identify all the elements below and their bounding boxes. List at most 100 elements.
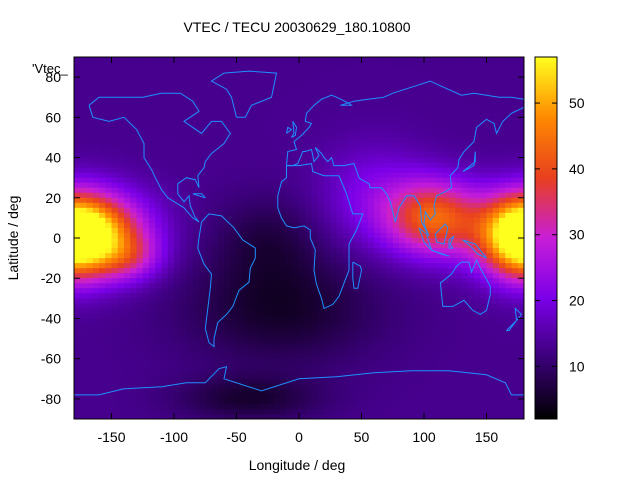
- heatmap-cell: [211, 197, 219, 204]
- heatmap-cell: [155, 358, 163, 365]
- heatmap-cell: [186, 243, 194, 249]
- heatmap-cell: [242, 67, 250, 73]
- heatmap-cell: [105, 197, 113, 204]
- heatmap-cell: [430, 162, 438, 169]
- heatmap-cell: [124, 318, 131, 325]
- heatmap-cell: [480, 273, 488, 279]
- heatmap-cell: [349, 107, 356, 113]
- heatmap-cell: [492, 172, 500, 179]
- heatmap-cell: [386, 202, 394, 209]
- heatmap-cell: [417, 227, 425, 234]
- heatmap-cell: [242, 77, 250, 83]
- heatmap-cell: [286, 288, 294, 294]
- heatmap-cell: [442, 333, 450, 340]
- heatmap-cell: [124, 182, 131, 189]
- heatmap-cell: [136, 258, 144, 264]
- heatmap-cell: [517, 132, 524, 139]
- heatmap-cell: [261, 308, 269, 315]
- heatmap-cell: [517, 212, 524, 219]
- heatmap-cell: [124, 62, 131, 68]
- heatmap-cell: [411, 222, 419, 229]
- heatmap-cell: [111, 92, 119, 98]
- heatmap-cell: [511, 293, 519, 299]
- heatmap-cell: [380, 122, 388, 128]
- heatmap-cell: [330, 368, 338, 375]
- heatmap-cell: [417, 167, 425, 174]
- heatmap-cell: [324, 227, 331, 234]
- heatmap-cell: [80, 192, 88, 199]
- heatmap-cell: [155, 167, 163, 174]
- heatmap-cell: [299, 122, 306, 128]
- heatmap-cell: [105, 177, 113, 184]
- heatmap-cell: [336, 288, 344, 294]
- heatmap-cell: [511, 192, 519, 199]
- heatmap-cell: [424, 62, 431, 68]
- heatmap-cell: [92, 363, 100, 370]
- heatmap-cell: [99, 132, 106, 139]
- heatmap-cell: [236, 157, 244, 164]
- heatmap-cell: [417, 152, 425, 159]
- heatmap-cell: [130, 192, 138, 199]
- heatmap-cell: [399, 107, 406, 113]
- heatmap-cell: [411, 137, 419, 144]
- heatmap-cell: [167, 373, 175, 380]
- heatmap-cell: [167, 107, 175, 113]
- heatmap-cell: [411, 152, 419, 159]
- heatmap-cell: [336, 117, 344, 123]
- heatmap-cell: [117, 207, 125, 214]
- heatmap-cell: [449, 107, 456, 113]
- heatmap-cell: [136, 333, 144, 340]
- heatmap-cell: [386, 177, 394, 184]
- heatmap-cell: [267, 157, 275, 164]
- heatmap-cell: [80, 333, 88, 340]
- heatmap-cell: [380, 303, 388, 309]
- heatmap-cell: [124, 358, 131, 365]
- heatmap-cell: [161, 248, 169, 254]
- heatmap-cell: [336, 358, 344, 365]
- heatmap-cell: [267, 368, 275, 375]
- heatmap-cell: [467, 72, 475, 78]
- heatmap-cell: [199, 273, 206, 279]
- heatmap-cell: [417, 348, 425, 355]
- heatmap-cell: [211, 97, 219, 103]
- heatmap-cell: [142, 343, 150, 350]
- heatmap-cell: [330, 283, 338, 289]
- heatmap-cell: [436, 238, 444, 244]
- heatmap-cell: [155, 187, 163, 194]
- heatmap-cell: [411, 227, 419, 234]
- heatmap-cell: [311, 288, 319, 294]
- heatmap-cell: [174, 82, 181, 88]
- heatmap-cell: [499, 343, 506, 350]
- heatmap-cell: [267, 388, 275, 395]
- heatmap-cell: [311, 112, 319, 118]
- heatmap-cell: [336, 97, 344, 103]
- heatmap-cell: [142, 253, 150, 259]
- heatmap-cell: [80, 112, 88, 118]
- heatmap-cell: [292, 67, 300, 73]
- heatmap-cell: [205, 117, 213, 123]
- heatmap-cell: [242, 117, 250, 123]
- heatmap-cell: [330, 177, 338, 184]
- heatmap-cell: [136, 318, 144, 325]
- heatmap-cell: [274, 333, 281, 340]
- heatmap-cell: [142, 288, 150, 294]
- heatmap-cell: [499, 122, 506, 128]
- heatmap-cell: [392, 393, 400, 400]
- heatmap-cell: [80, 363, 88, 370]
- heatmap-cell: [99, 368, 106, 375]
- heatmap-cell: [424, 117, 431, 123]
- heatmap-cell: [205, 303, 213, 309]
- heatmap-cell: [161, 388, 169, 395]
- heatmap-cell: [305, 87, 313, 93]
- heatmap-cell: [499, 187, 506, 194]
- heatmap-cell: [380, 273, 388, 279]
- heatmap-cell: [367, 398, 375, 405]
- heatmap-cell: [280, 238, 288, 244]
- heatmap-cell: [511, 243, 519, 249]
- heatmap-cell: [405, 207, 413, 214]
- heatmap-cell: [386, 62, 394, 68]
- heatmap-cell: [436, 343, 444, 350]
- heatmap-cell: [292, 132, 300, 139]
- heatmap-cell: [99, 182, 106, 189]
- heatmap-cell: [186, 72, 194, 78]
